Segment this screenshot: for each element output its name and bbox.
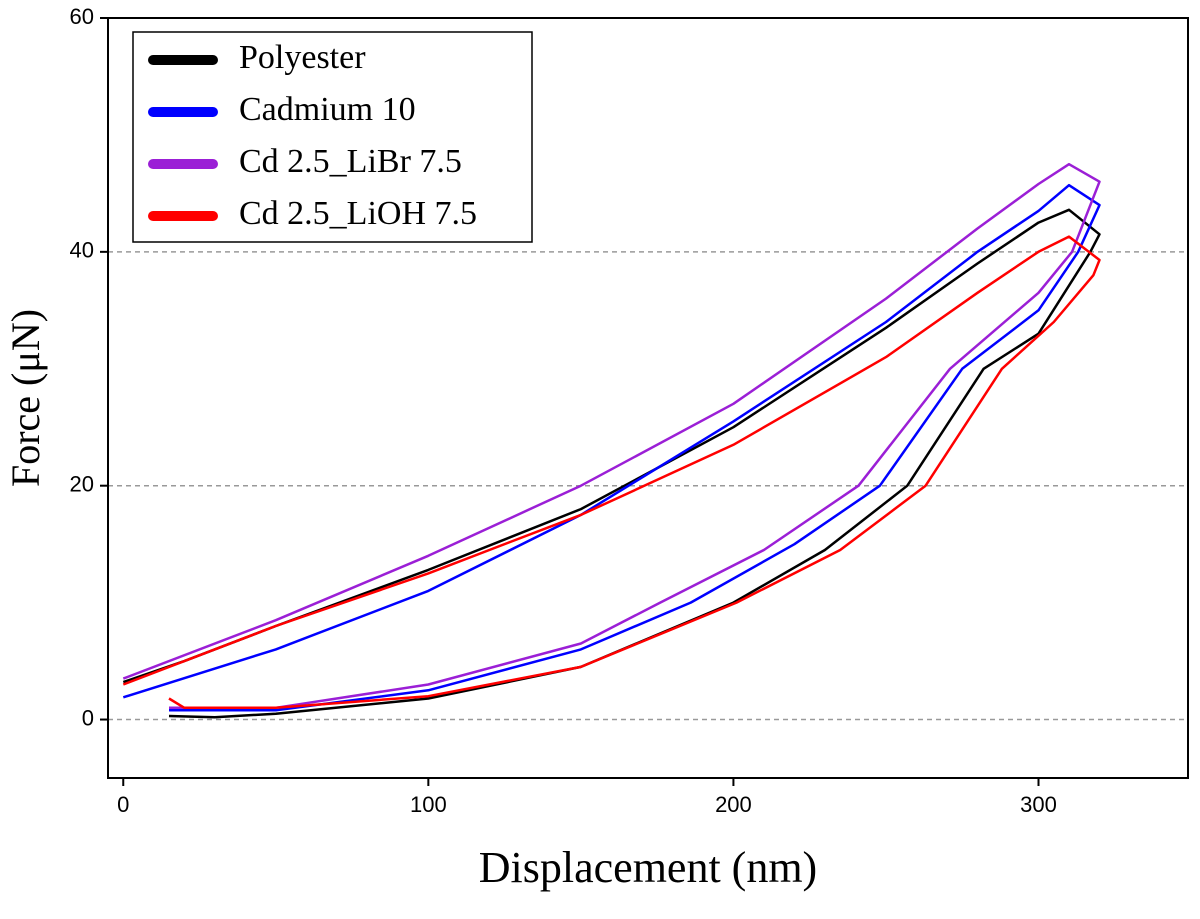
legend-label: Polyester [239, 39, 366, 76]
legend-label: Cadmium 10 [239, 91, 416, 128]
y-tick-label: 60 [70, 4, 94, 29]
y-tick-label: 0 [82, 705, 94, 730]
y-tick-label: 20 [70, 472, 94, 497]
series-line [122, 162, 1101, 710]
x-tick-label: 0 [117, 792, 129, 817]
legend-box [132, 31, 533, 243]
series-line [122, 235, 1101, 710]
legend-label: Cd 2.5_LiOH 7.5 [239, 195, 477, 232]
x-tick-label: 300 [1020, 792, 1057, 817]
x-tick-label: 100 [410, 792, 447, 817]
legend-label: Cd 2.5_LiBr 7.5 [239, 143, 462, 180]
y-axis-title: Force (μN) [3, 309, 48, 487]
series-line [122, 208, 1101, 719]
y-tick-label: 40 [70, 238, 94, 263]
series-line [122, 183, 1101, 712]
x-tick-label: 200 [715, 792, 752, 817]
plot-frame [107, 17, 1189, 779]
x-axis-title: Displacement (nm) [479, 843, 817, 892]
